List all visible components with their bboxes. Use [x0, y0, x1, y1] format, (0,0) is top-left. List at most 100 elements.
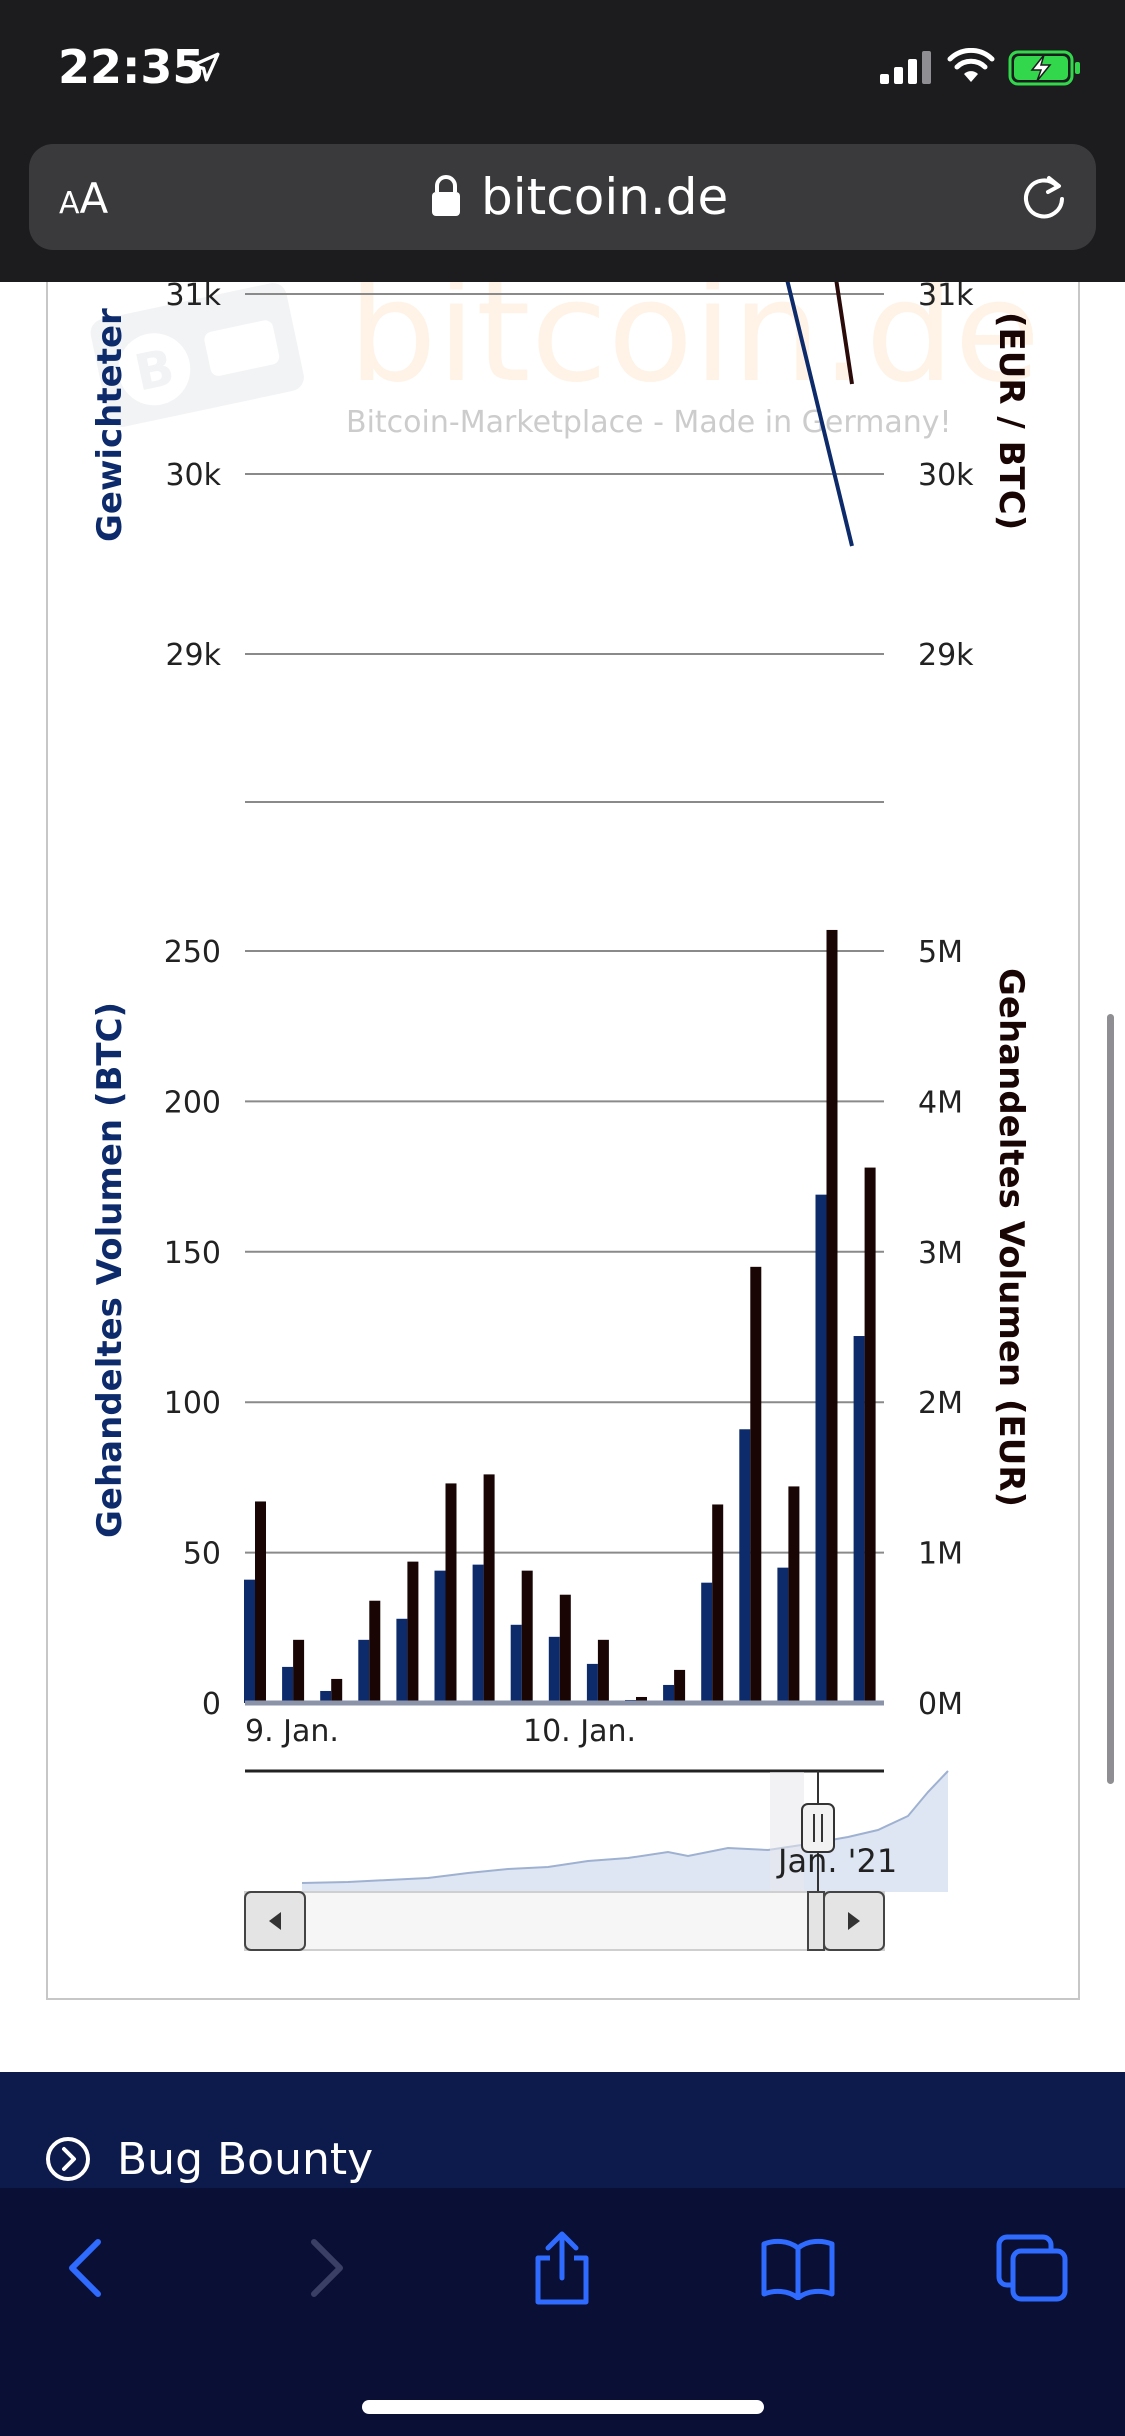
volume-bar-btc [472, 1564, 484, 1703]
volume-gridlines [245, 950, 884, 1554]
status-time: 22:35 [58, 40, 205, 94]
watermark-logo-text: bitcoin.de [348, 282, 1040, 414]
watermark: B bitcoin.de [90, 282, 1040, 427]
chart-container: B bitcoin.de Bitcoin-Marketplace - Made … [46, 282, 1080, 2000]
watermark-tagline: Bitcoin-Marketplace - Made in Germany! [346, 405, 952, 440]
volume-bar-eur [597, 1639, 609, 1703]
tabs-icon [996, 2234, 1068, 2302]
volume-bar-btc [777, 1567, 789, 1703]
volume-bars [244, 929, 876, 1703]
chart-scrollbar[interactable] [244, 1891, 885, 1951]
volume-bar-btc [548, 1636, 560, 1703]
cellular-signal-icon [880, 51, 931, 84]
price-y-tick-right: 30k [918, 458, 974, 493]
volume-y-tick-right: 0M [918, 1687, 963, 1722]
volume-bar-eur [331, 1678, 343, 1703]
volume-y-tick-right: 4M [918, 1085, 963, 1120]
volume-bar-eur [826, 929, 838, 1703]
volume-bar-btc [663, 1684, 675, 1703]
navigator-series-line [301, 1770, 949, 1884]
status-bar: 22:35 [0, 0, 1125, 140]
forward-button[interactable] [286, 2228, 366, 2308]
volume-bar-eur [407, 1561, 419, 1703]
reload-icon[interactable] [1019, 172, 1069, 222]
bookmarks-button[interactable] [758, 2228, 838, 2308]
volume-bar-btc [853, 1336, 865, 1703]
url-text[interactable]: bitcoin.de [481, 168, 729, 226]
volume-bar-btc [282, 1666, 294, 1703]
tabs-button[interactable] [992, 2228, 1072, 2308]
x-label-9-jan: 9. Jan. [245, 1714, 339, 1749]
browser-toolbar [0, 2188, 1125, 2436]
volume-bar-eur [559, 1594, 571, 1703]
price-y-axis-left: 31k 30k 29k [165, 282, 221, 673]
volume-bar-btc [358, 1639, 370, 1703]
x-label-10-jan: 10. Jan. [523, 1714, 636, 1749]
volume-y-tick-left: 150 [164, 1236, 221, 1271]
lock-icon [432, 175, 460, 216]
volume-bar-eur [712, 1504, 724, 1703]
back-button[interactable] [46, 2228, 126, 2308]
volume-bar-eur [255, 1501, 266, 1703]
price-volume-chart: B bitcoin.de Bitcoin-Marketplace - Made … [90, 282, 1040, 1951]
volume-y-axis-left: 0 50 100 150 200 250 [164, 935, 221, 1722]
volume-bar-eur [369, 1600, 381, 1703]
volume-bar-eur [750, 1266, 762, 1703]
volume-bar-eur [636, 1696, 647, 1703]
volume-bar-btc [701, 1582, 713, 1703]
price-y-axis-right: 31k 30k 29k [918, 282, 974, 673]
volume-bar-eur [293, 1639, 305, 1703]
page-scroll-indicator [1107, 1014, 1114, 1784]
arrow-left-icon [269, 1912, 281, 1930]
price-y-tick-left: 29k [165, 638, 221, 673]
reader-options-button[interactable]: AA [59, 174, 109, 223]
price-y-tick-left: 30k [165, 458, 221, 493]
volume-bar-eur [788, 1486, 800, 1703]
chart-navigator[interactable]: Jan. '21 [245, 1769, 949, 1892]
home-indicator [362, 2400, 764, 2414]
bookmarks-icon [761, 2238, 835, 2300]
share-button[interactable] [522, 2228, 602, 2308]
chevron-right-circle-icon [46, 2137, 90, 2181]
share-icon [535, 2231, 589, 2305]
volume-y-axis-title-left: Gehandeltes Volumen (BTC) [90, 1002, 130, 1538]
volume-bar-btc [815, 1194, 827, 1703]
forward-icon [311, 2239, 343, 2297]
price-line-0 [785, 282, 854, 547]
price-line-1 [834, 282, 854, 385]
price-y-tick-left: 31k [165, 282, 221, 313]
price-y-axis-title-right: (EUR / BTC) [991, 312, 1031, 530]
volume-bar-btc [586, 1663, 598, 1703]
price-gridlines [245, 293, 884, 803]
volume-y-tick-left: 0 [202, 1687, 221, 1722]
browser-chrome: AA bitcoin.de [0, 140, 1125, 282]
volume-bar-btc [244, 1579, 255, 1703]
volume-y-tick-left: 100 [164, 1386, 221, 1421]
site-footer [0, 2072, 1125, 2188]
bitcoin-de-logo-icon: B [90, 283, 304, 427]
scrollbar-track[interactable] [244, 1891, 885, 1951]
navigator-label: Jan. '21 [776, 1842, 897, 1880]
price-y-tick-right: 31k [918, 282, 974, 313]
scrollbar-thumb[interactable] [807, 1891, 825, 1951]
price-y-tick-right: 29k [918, 638, 974, 673]
bug-bounty-link[interactable]: Bug Bounty [117, 2134, 374, 2185]
volume-bar-eur [483, 1474, 495, 1703]
address-bar[interactable]: AA bitcoin.de [29, 144, 1096, 250]
volume-bar-btc [396, 1618, 408, 1703]
arrow-right-icon [848, 1912, 860, 1930]
navigator-handle[interactable] [801, 1803, 835, 1853]
battery-charging-icon [1008, 50, 1080, 86]
volume-y-axis-right: 0M 1M 2M 3M 4M 5M [918, 935, 963, 1722]
volume-bar-btc [320, 1690, 332, 1703]
back-icon [69, 2239, 101, 2297]
wifi-icon [947, 48, 995, 82]
volume-y-tick-left: 200 [164, 1085, 221, 1120]
volume-y-tick-right: 3M [918, 1236, 963, 1271]
volume-y-tick-left: 250 [164, 935, 221, 970]
volume-bar-eur [521, 1570, 533, 1703]
volume-bar-eur [674, 1669, 686, 1703]
volume-bar-btc [434, 1570, 446, 1703]
price-y-axis-title-left: Gewichteter [90, 308, 130, 542]
volume-y-tick-right: 1M [918, 1537, 963, 1572]
